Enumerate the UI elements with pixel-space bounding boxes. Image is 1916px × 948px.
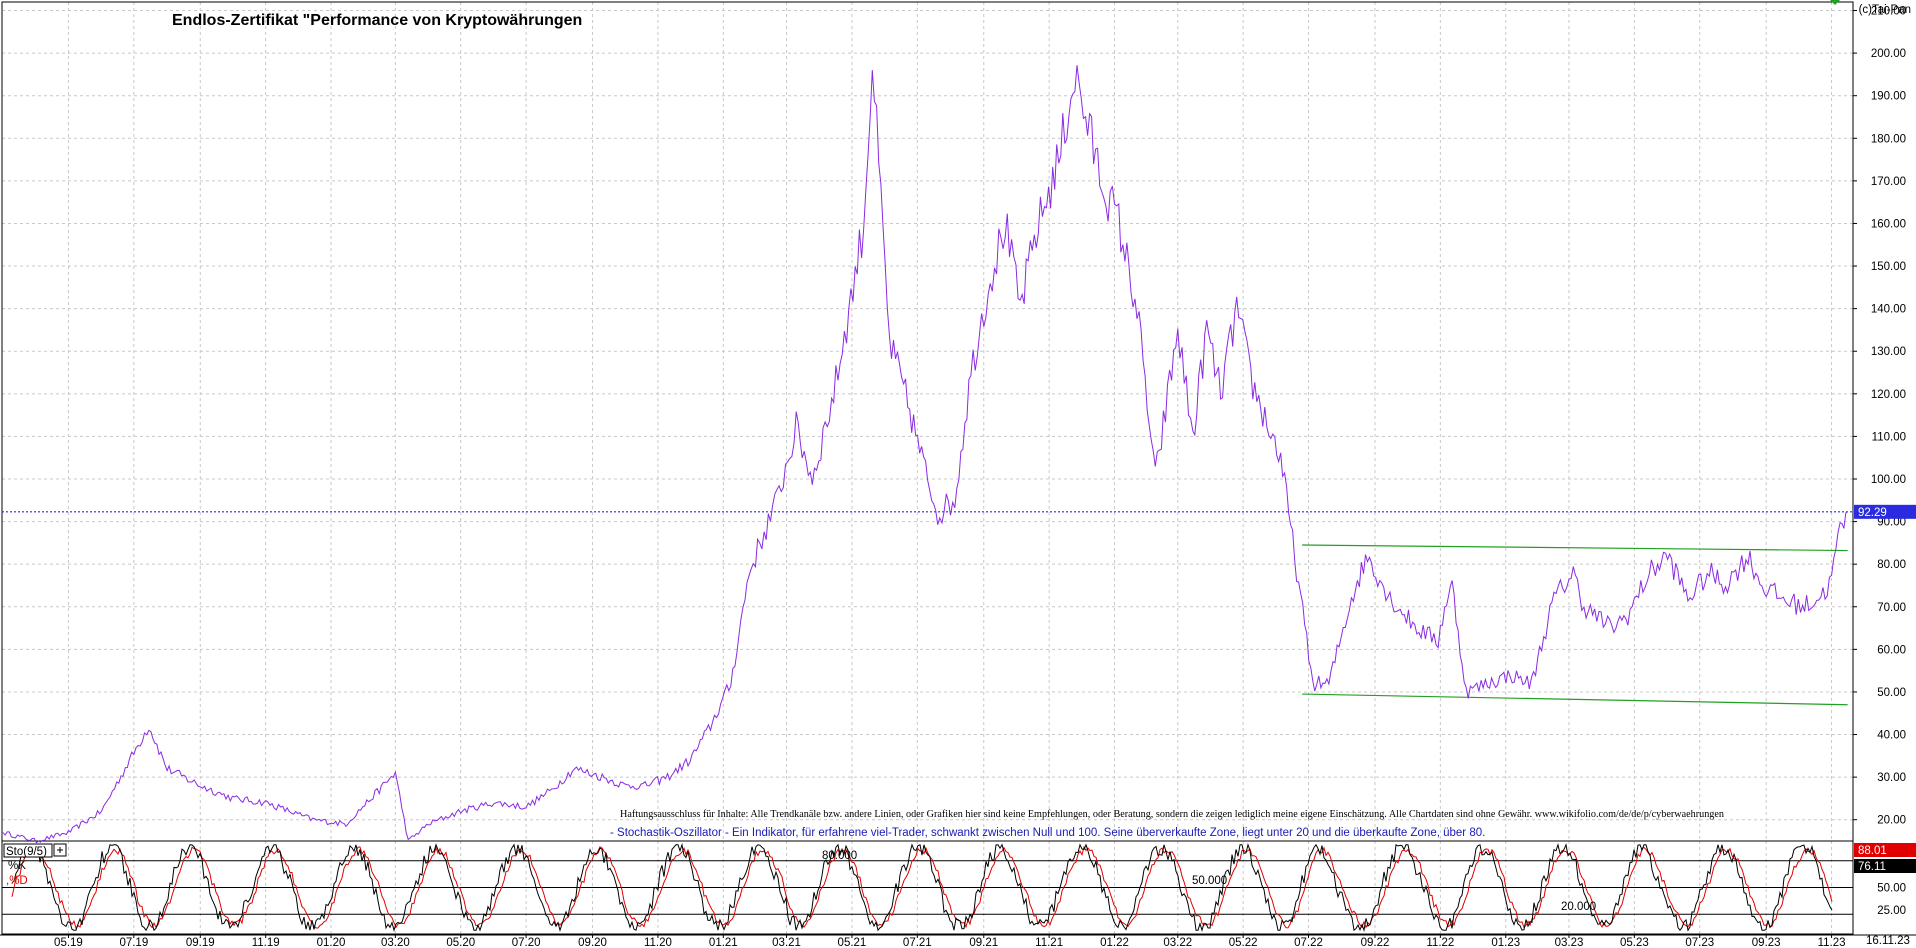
y-tick-label: 80.00 — [1877, 559, 1906, 571]
y-tick-label: 50.00 — [1877, 687, 1906, 699]
y-tick-label: 90.00 — [1877, 517, 1906, 529]
level-label-50: 50.000 — [1192, 875, 1227, 887]
y-tick-label: 20.00 — [1877, 815, 1906, 827]
current-price-label-bg — [1854, 504, 1916, 519]
x-tick-label: 01.20 — [317, 937, 346, 948]
k-value-label: 88.01 — [1854, 843, 1916, 857]
price-grid — [2, 2, 1853, 841]
price-series — [2, 65, 1848, 844]
oscillator-label-box — [3, 843, 53, 858]
x-tick-label: 09.20 — [578, 937, 607, 948]
x-tick-label: 05.19 — [54, 937, 83, 948]
x-tick-label: 07.20 — [512, 937, 541, 948]
price-panel-frame — [1, 1, 1854, 842]
y-tick-label: 70.00 — [1877, 602, 1906, 614]
disclaimer-text: Haftungsausschluss für Inhalte: Alle Tre… — [620, 809, 1725, 820]
y-tick-label: 110.00 — [1872, 431, 1906, 443]
x-tick-label: 07.23 — [1685, 937, 1714, 948]
y-tick-label: 40.00 — [1877, 730, 1906, 742]
k-value-label-bg — [1854, 843, 1916, 857]
current-price-label: 92.29 — [1854, 504, 1916, 519]
level-label-20: 20.000 — [1561, 901, 1596, 913]
y-tick-label: 130.00 — [1871, 346, 1906, 358]
x-tick-label: 07.19 — [119, 937, 148, 948]
current-price-label-text: 92.29 — [1858, 507, 1887, 519]
x-tick-label: 01.21 — [709, 937, 738, 948]
marker-triangle-icon — [1830, 0, 1840, 5]
x-tick-label: 01.22 — [1100, 937, 1129, 948]
oscillator-series — [11, 842, 1833, 933]
x-tick-label: 03.22 — [1163, 937, 1192, 948]
x-tick-label: 09.23 — [1752, 937, 1781, 948]
x-end-label: 16.11.23 — [1866, 935, 1910, 947]
y-tick-label: 140.00 — [1871, 304, 1906, 316]
level-label-80: 80.000 — [822, 850, 857, 862]
oscillator-y-axis: 25.00 50.00 — [1877, 883, 1906, 917]
x-tick-label: 03.23 — [1555, 937, 1584, 948]
y-tick-label: 100.00 — [1871, 474, 1906, 486]
x-tick-label: 11.19 — [252, 937, 280, 948]
stoch-d-line — [11, 845, 1833, 930]
price-line — [2, 65, 1848, 844]
x-tick-label: 09.19 — [186, 937, 215, 948]
price-y-axis: 20.00 30.00 40.00 50.00 60.00 70.00 80.00 90.00… — [1853, 6, 1906, 827]
x-tick-label: 05.23 — [1620, 937, 1649, 948]
trend-channel-line — [1302, 544, 1848, 552]
y-tick-label: 180.00 — [1871, 133, 1906, 145]
x-tick-label: 03.21 — [772, 937, 801, 948]
trend-lines — [1302, 544, 1848, 706]
y-tick-label: 150.00 — [1871, 261, 1906, 273]
watermark: (c)Tai-Pan — [1859, 4, 1911, 16]
osc-y-tick-label: 25.00 — [1877, 905, 1906, 917]
chart-title: Endlos-Zertifikat "Performance von Krypt… — [172, 12, 582, 29]
x-tick-label: 11.22 — [1426, 937, 1454, 948]
x-tick-label: 03.20 — [381, 937, 410, 948]
k-legend: %K — [8, 860, 26, 872]
y-tick-label: 170.00 — [1871, 176, 1906, 188]
x-tick-label: 09.21 — [969, 937, 998, 948]
d-value-label-bg — [1854, 859, 1916, 873]
x-tick-label: 05.22 — [1229, 937, 1258, 948]
x-tick-label: 07.22 — [1294, 937, 1323, 948]
y-tick-label: 200.00 — [1871, 48, 1906, 60]
stoch-k-line — [11, 842, 1833, 933]
d-value-label-text: 76.11 — [1858, 861, 1886, 873]
x-tick-label: 11.21 — [1035, 937, 1063, 948]
x-tick-label: 01.23 — [1491, 937, 1520, 948]
x-tick-label: 11.20 — [644, 937, 672, 948]
d-legend: ,%D — [6, 875, 28, 887]
oscillator-label: Sto(9/5) — [6, 846, 47, 858]
x-tick-label: 05.21 — [838, 937, 867, 948]
k-value-label-text: 88.01 — [1858, 845, 1887, 857]
indicator-note: - Stochastik-Oszillator - Ein Indikator,… — [610, 827, 1485, 839]
y-tick-label: 210.00 — [1871, 6, 1906, 18]
y-tick-label: 60.00 — [1877, 644, 1906, 656]
trend-channel-line — [1302, 693, 1848, 706]
expand-icon[interactable] — [53, 843, 67, 857]
x-tick-label: 11.23 — [1818, 937, 1846, 948]
osc-y-tick-label: 50.00 — [1877, 883, 1906, 895]
y-tick-label: 190.00 — [1871, 91, 1906, 103]
x-tick-label: 09.22 — [1361, 937, 1390, 948]
x-tick-label: 05.20 — [446, 937, 475, 948]
oscillator-levels — [2, 860, 1853, 915]
y-tick-label: 120.00 — [1871, 389, 1906, 401]
y-tick-label: 30.00 — [1877, 772, 1906, 784]
d-value-label: 76.11 — [1854, 859, 1916, 873]
x-tick-label: 07.21 — [903, 937, 932, 948]
y-tick-label: 160.00 — [1871, 218, 1906, 230]
x-axis: 05.19 07.19 09.19 11.19 01.20 03.20 05.20 07.20… — [54, 934, 1846, 948]
